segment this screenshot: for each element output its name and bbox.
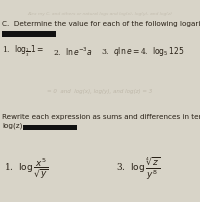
Text: 1.  $\log_{\frac{1}{3}} 1=$: 1. $\log_{\frac{1}{3}} 1=$ [2,44,44,59]
Text: = 0  and  log(x), log(y), and log(z) = 3: = 0 and log(x), log(y), and log(z) = 3 [47,88,153,93]
Text: C.  Determine the value for each of the following logarithms or natural logs-: C. Determine the value for each of the f… [2,21,200,27]
Bar [2,32,56,37]
Text: Alex my C. and others or natural logs and log(x), log(y), and log(z): Alex my C. and others or natural logs an… [28,12,172,16]
Text: 1.  $\log\dfrac{x^5}{\sqrt{y}}$: 1. $\log\dfrac{x^5}{\sqrt{y}}$ [4,155,49,180]
Text: Rewrite each expression as sums and differences in terms of log(x),log(y), and: Rewrite each expression as sums and diff… [2,113,200,120]
Bar [23,126,77,130]
Text: 3.  $\log\dfrac{\sqrt[4]{z}}{y^8}$: 3. $\log\dfrac{\sqrt[4]{z}}{y^8}$ [116,154,160,181]
Text: 3.  $q\ln e=$: 3. $q\ln e=$ [101,45,140,58]
Text: log(z).: log(z). [2,122,25,129]
Text: 2.  $\ln e^{-3}a$: 2. $\ln e^{-3}a$ [53,45,93,58]
Text: 4.  $\log_5 125$: 4. $\log_5 125$ [140,45,185,58]
